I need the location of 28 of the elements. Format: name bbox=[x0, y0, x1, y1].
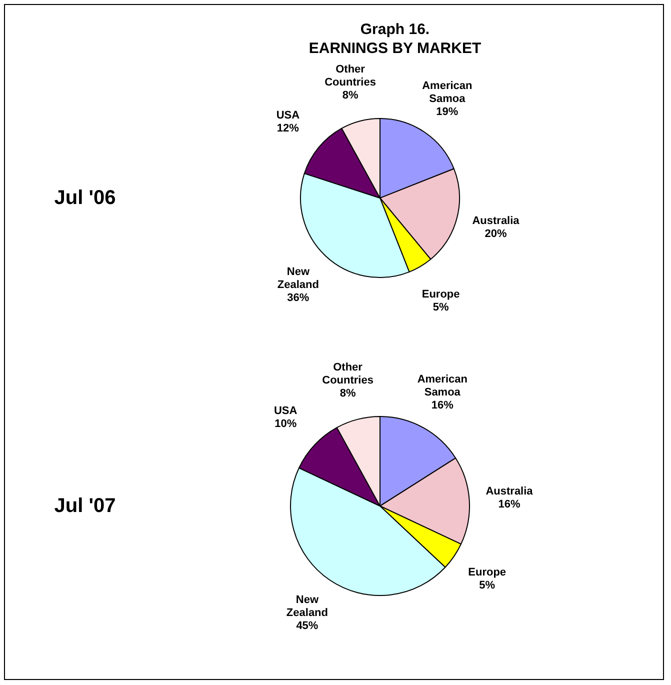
slice-label: American Samoa bbox=[417, 374, 468, 399]
data-label: 12% bbox=[276, 122, 300, 134]
data-label: 36% bbox=[287, 292, 310, 304]
data-label: 5% bbox=[432, 301, 449, 314]
chart-subtitle: EARNINGS BY MARKET bbox=[308, 39, 482, 58]
data-label: 45% bbox=[296, 620, 318, 632]
data-label: 10% bbox=[274, 418, 297, 430]
slice-label: Australia bbox=[486, 485, 534, 498]
text: Jul '06 bbox=[53, 186, 117, 210]
slice-label: Australia bbox=[472, 215, 520, 228]
slice-label: USA bbox=[276, 109, 300, 122]
data-label: 20% bbox=[484, 228, 507, 240]
data-label: 19% bbox=[436, 106, 458, 118]
slice-label: Other Countries bbox=[324, 63, 376, 88]
text: Jul '07 bbox=[53, 494, 117, 518]
slice-label: New Zealand bbox=[277, 266, 319, 292]
data-label: 16% bbox=[498, 498, 520, 510]
slice-label: Other Countries bbox=[322, 362, 374, 387]
data-label: 8% bbox=[342, 89, 358, 102]
chart-title: Graph 16. bbox=[359, 20, 431, 39]
slice-label: New Zealand bbox=[286, 594, 328, 620]
slice-label: Europe bbox=[468, 566, 506, 578]
slice-label: Europe bbox=[422, 288, 460, 300]
data-label: 8% bbox=[340, 388, 356, 400]
slice-label: USA bbox=[274, 404, 298, 417]
data-label: 16% bbox=[431, 400, 454, 412]
data-label: 5% bbox=[479, 579, 496, 592]
slice-label: American Samoa bbox=[422, 80, 473, 106]
